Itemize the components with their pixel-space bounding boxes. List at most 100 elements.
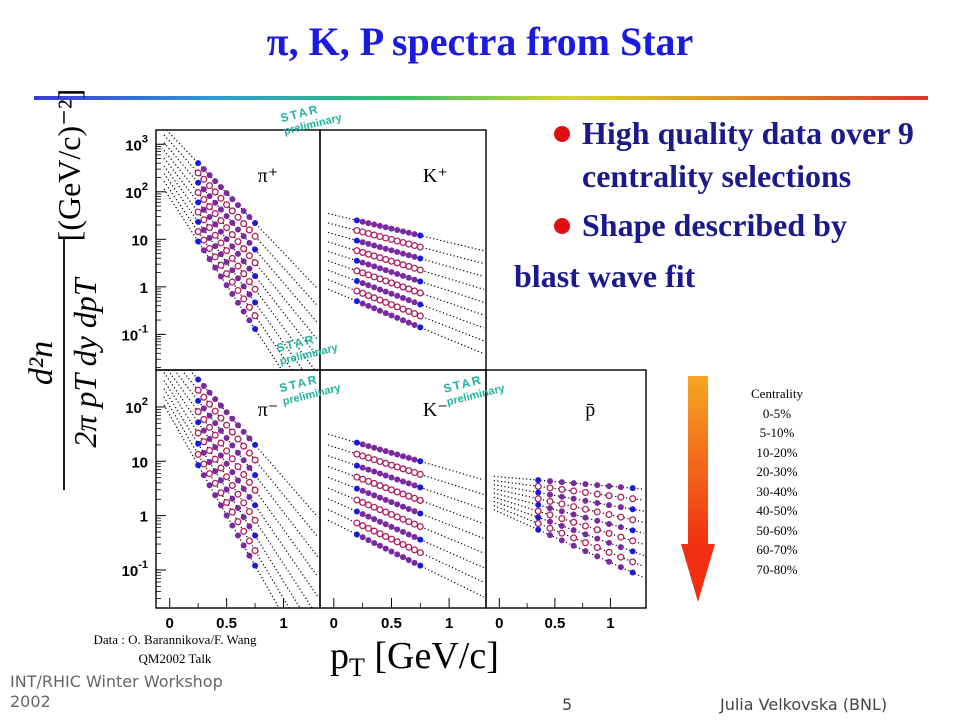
data-point-open [629, 495, 637, 503]
data-point [388, 269, 395, 276]
data-point [405, 274, 412, 281]
data-point-open [211, 210, 219, 218]
data-point-open [234, 213, 242, 221]
data-point [570, 527, 577, 534]
data-point-open [223, 270, 231, 278]
data-point-open [382, 508, 390, 516]
data-point-open [194, 408, 202, 416]
data-point [617, 484, 624, 491]
data-point-open [228, 231, 236, 239]
data-point-open [211, 188, 219, 196]
fit-curve [163, 142, 319, 324]
data-point [240, 208, 247, 215]
fit-curve [493, 500, 644, 556]
data-point-open [205, 423, 214, 431]
data-point-open [399, 490, 407, 498]
data-point [217, 427, 224, 434]
data-point-open [223, 421, 231, 429]
data-point [223, 486, 230, 493]
data-point [353, 237, 360, 244]
data-point [606, 520, 613, 527]
data-point-open [240, 270, 248, 278]
data-point-open [194, 429, 202, 437]
data-point-open [223, 498, 231, 507]
fit-curve [327, 519, 484, 598]
data-point-open [211, 455, 219, 463]
data-point-open [240, 499, 248, 507]
fit-curve [327, 487, 484, 554]
data-point-open [251, 312, 259, 320]
data-point [582, 497, 589, 504]
data-point [382, 267, 389, 274]
data-point-open [364, 524, 372, 532]
data-point [617, 524, 624, 531]
panel-label: K⁺ [423, 165, 448, 187]
data-point [417, 278, 424, 285]
panel-label: p̄ [585, 399, 595, 421]
data-point [411, 231, 418, 238]
data-point-open [410, 546, 419, 554]
data-point [229, 267, 236, 274]
data-point-open [223, 224, 231, 232]
data-point-open [240, 220, 248, 228]
data-point [388, 474, 395, 481]
data-point [353, 439, 360, 446]
y-tick-label: 102 [125, 181, 148, 202]
data-point [252, 532, 259, 539]
data-point [206, 235, 213, 242]
data-point [547, 505, 554, 512]
data-point [388, 312, 395, 319]
data-point-open [416, 243, 424, 251]
data-point-open [387, 510, 396, 519]
data-point [200, 472, 207, 479]
data-point [382, 448, 389, 455]
data-point [235, 299, 241, 306]
data-point [382, 521, 389, 528]
data-point [376, 286, 383, 293]
data-point [376, 470, 383, 477]
centrality-bin: 60-70% [756, 542, 798, 557]
data-point-open [228, 254, 236, 262]
data-point-open [605, 548, 613, 556]
data-point [200, 405, 207, 412]
data-point-open [629, 537, 637, 545]
data-point [405, 297, 412, 304]
data-point [217, 206, 224, 213]
data-point [240, 308, 247, 315]
data-point [229, 495, 236, 502]
y-tick-label: 10 [131, 454, 148, 471]
data-point-open [234, 286, 242, 295]
data-point [359, 534, 366, 541]
data-point [411, 322, 418, 329]
data-point [376, 244, 383, 251]
panel-frame [485, 369, 647, 609]
data-point [229, 415, 236, 422]
panel-frame [319, 369, 487, 609]
data-point [246, 435, 253, 442]
data-point [359, 300, 366, 307]
data-point-open [593, 543, 601, 552]
data-point [405, 505, 412, 512]
data-point-open [200, 175, 208, 183]
data-point [353, 298, 360, 305]
data-point-open [364, 271, 372, 279]
data-point [594, 482, 601, 489]
data-point [359, 218, 366, 225]
fit-curve [163, 134, 319, 307]
data-point-open [405, 518, 413, 526]
data-point-open [387, 461, 396, 469]
data-point-open [194, 169, 202, 177]
panel-label: π⁺ [258, 165, 279, 187]
data-point-open [534, 482, 542, 490]
data-point-open [581, 488, 589, 497]
panel-frame [155, 129, 321, 371]
data-point [394, 476, 401, 483]
data-point [195, 179, 202, 186]
data-point [206, 172, 213, 179]
data-point [246, 265, 253, 272]
data-point [394, 248, 401, 255]
slide-title: π, K, P spectra from Star [266, 19, 694, 64]
data-point-open [416, 289, 424, 297]
data-point [353, 531, 360, 538]
